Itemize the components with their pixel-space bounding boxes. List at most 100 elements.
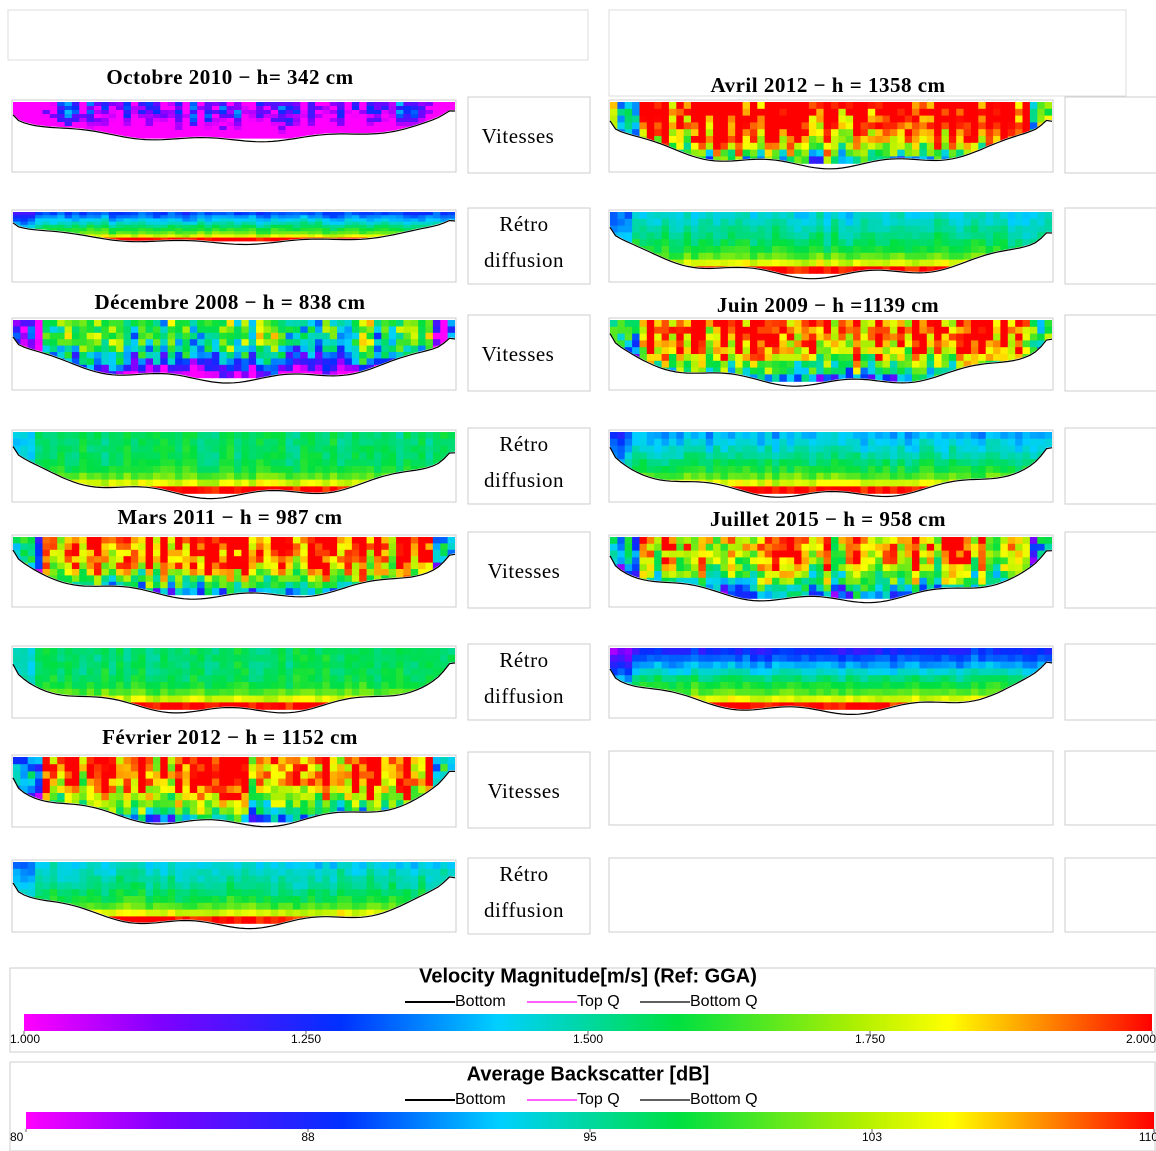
transect-cell (219, 110, 228, 115)
transect-cell (337, 549, 346, 557)
transect-cell (270, 757, 279, 765)
transect-cell (904, 129, 913, 137)
transect-cell (292, 320, 301, 327)
transect-cell (248, 102, 257, 107)
transect-cell (123, 800, 132, 808)
transect-cell (256, 130, 265, 135)
transect-cell (256, 352, 265, 359)
transect-cell (278, 882, 287, 890)
transect-cell (130, 472, 139, 481)
transect-cell (57, 556, 66, 564)
transect-cell (381, 882, 390, 890)
transect-cell (167, 778, 176, 787)
transect-cell (35, 889, 44, 897)
transect-cell (853, 156, 862, 164)
transect-cell (256, 459, 265, 467)
transect-cell (108, 228, 117, 232)
transect-cell (86, 757, 95, 765)
transect-cell (204, 438, 213, 447)
transect-cell (219, 432, 228, 440)
transect-cell (307, 569, 316, 576)
transect-cell (285, 466, 294, 474)
transect-cell (720, 108, 729, 117)
transect-cell (971, 108, 979, 117)
transect-cell (366, 875, 375, 883)
transect-cell (234, 126, 242, 131)
transect-cell (130, 358, 139, 366)
transect-cell (241, 814, 250, 823)
transect-cell (307, 668, 316, 676)
transect-cell (691, 115, 699, 123)
transect-cell (403, 569, 412, 576)
transect-cell (329, 231, 338, 235)
transect-cell (300, 556, 309, 564)
transect-cell (27, 326, 36, 334)
transect-cell (182, 459, 191, 467)
transect-cell (123, 326, 132, 334)
transect-cell (182, 466, 191, 474)
transect-cell (79, 452, 88, 460)
transect-cell (234, 648, 242, 656)
transect-cell (219, 764, 228, 772)
transect-cell (86, 102, 95, 107)
transect-cell (108, 106, 117, 111)
transect-cell (1022, 115, 1031, 123)
transect-cell (71, 875, 80, 883)
transect-cell (175, 339, 184, 347)
transect-cell (101, 332, 110, 340)
transect-cell (300, 896, 309, 904)
transect-cell (300, 352, 309, 359)
transect-cell (79, 445, 88, 453)
transect-cell (101, 432, 110, 440)
transect-cell (418, 332, 427, 340)
transect-cell (20, 118, 29, 123)
transect-cell (130, 814, 139, 823)
transect-cell (138, 882, 147, 890)
transect-cell (248, 110, 257, 115)
transect-cell (713, 108, 722, 117)
transect-cell (219, 445, 228, 453)
transect-cell (359, 793, 368, 801)
transect-cell (1029, 122, 1038, 130)
transect-cell (315, 868, 323, 877)
transect-cell (617, 212, 626, 220)
transect-cell (94, 126, 102, 131)
transect-cell (79, 661, 88, 669)
transect-cell (145, 237, 154, 242)
transect-cell (366, 757, 375, 765)
transect-cell (71, 543, 80, 551)
transect-cell (418, 682, 427, 690)
transect-cell (145, 575, 154, 583)
transect-cell (130, 221, 139, 226)
transect-cell (219, 909, 228, 917)
transect-cell (307, 778, 316, 787)
transect-cell (94, 218, 102, 223)
transect-cell (86, 345, 95, 353)
transect-cell (108, 364, 117, 372)
transect-cell (300, 702, 309, 710)
transect-cell (322, 902, 331, 911)
transect-cell (130, 339, 139, 347)
transect-cell (182, 224, 191, 229)
transect-cell (292, 588, 301, 596)
transect-cell (978, 102, 987, 110)
transect-cell (130, 114, 139, 119)
transect-cell (197, 122, 206, 127)
transect-cell (234, 896, 242, 904)
transect-cell (366, 902, 375, 911)
transect-cell (366, 909, 375, 917)
transect-cell (145, 110, 154, 115)
transect-cell (116, 339, 125, 347)
transect-cell (57, 215, 66, 219)
transect-cell (322, 445, 331, 453)
transect-cell (145, 654, 154, 663)
transect-cell (978, 108, 987, 117)
transect-cell (713, 149, 722, 157)
transect-cell (359, 114, 368, 119)
transect-cell (329, 862, 338, 870)
label-box (467, 751, 591, 829)
transect-cell (189, 688, 198, 697)
transect-cell (742, 108, 751, 117)
transect-cell (388, 352, 397, 359)
transect-cell (234, 371, 242, 379)
